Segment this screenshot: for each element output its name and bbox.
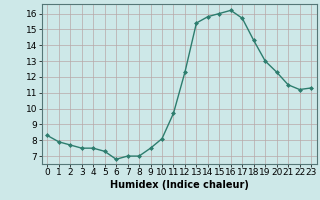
X-axis label: Humidex (Indice chaleur): Humidex (Indice chaleur) <box>110 180 249 190</box>
